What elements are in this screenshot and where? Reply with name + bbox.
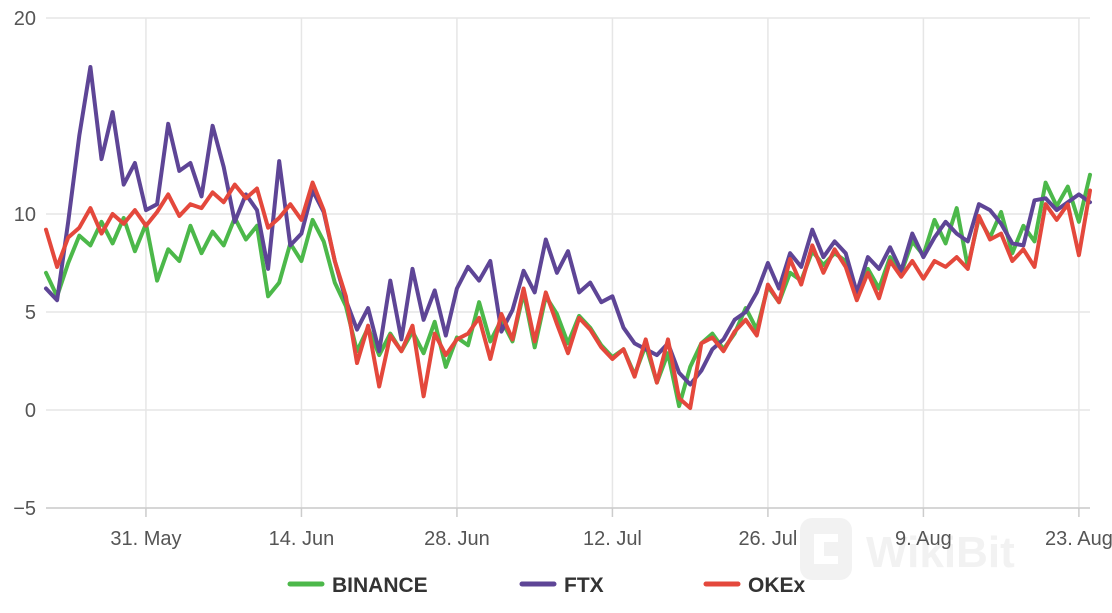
y-tick-label: 20 — [14, 8, 36, 30]
series-line-ftx — [44, 65, 1092, 387]
legend-item-okex[interactable]: OKEx — [703, 574, 806, 597]
x-tick-label: 14. Jun — [269, 528, 335, 550]
legend-label: OKEx — [748, 574, 806, 597]
x-tick-label: 28. Jun — [424, 528, 490, 550]
series-line-okex — [44, 180, 1092, 410]
legend-label: BINANCE — [332, 574, 428, 597]
y-axis-tick-labels: −5 0 5 10 20 — [13, 8, 36, 520]
x-tick-label: 31. May — [110, 528, 181, 550]
y-tick-label: −5 — [13, 498, 36, 520]
legend-label: FTX — [564, 574, 604, 597]
y-tick-label: 0 — [25, 400, 36, 422]
legend-item-ftx[interactable]: FTX — [519, 574, 604, 597]
x-axis-tick-labels: 31. May 14. Jun 28. Jun 12. Jul 26. Jul 9. Au… — [110, 528, 1112, 550]
y-tick-label: 5 — [25, 302, 36, 324]
y-tick-label: 10 — [14, 204, 36, 226]
watermark: WikiBit — [800, 518, 1015, 580]
x-tick-label: 26. Jul — [738, 528, 797, 550]
watermark-text: WikiBit — [866, 528, 1015, 577]
x-tick-label: 9. Aug — [895, 528, 952, 550]
wikibit-logo-icon — [800, 518, 852, 580]
legend-item-binance[interactable]: BINANCE — [287, 574, 428, 597]
x-tick-label: 12. Jul — [583, 528, 642, 550]
legend: BINANCE FTX OKEx — [287, 574, 806, 597]
gridlines — [46, 17, 1090, 517]
x-tick-label: 23. Aug — [1045, 528, 1112, 550]
series-lines — [44, 65, 1092, 410]
